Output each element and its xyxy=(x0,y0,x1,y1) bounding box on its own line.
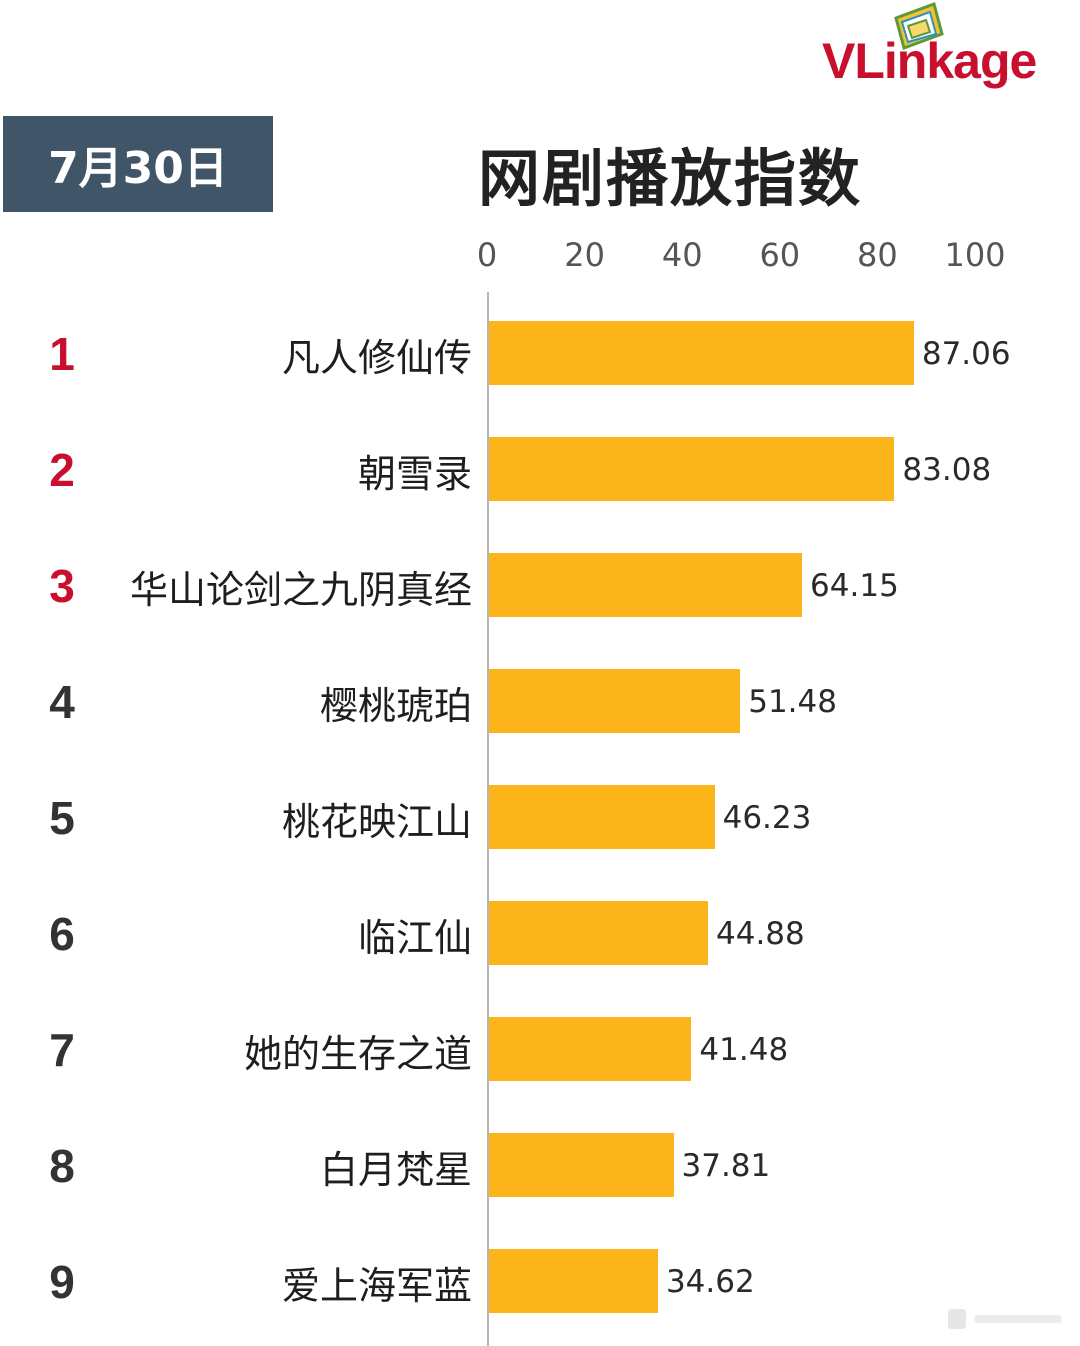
category-label: 桃花映江山 xyxy=(281,799,472,844)
rank-number: 4 xyxy=(49,676,75,728)
category-label: 白月梵星 xyxy=(319,1147,472,1192)
rank-number: 1 xyxy=(49,328,75,380)
category-label: 爱上海军蓝 xyxy=(281,1263,472,1308)
x-tick-label: 0 xyxy=(476,236,498,274)
x-tick-label: 40 xyxy=(661,236,703,274)
rank-number: 8 xyxy=(49,1140,75,1192)
category-label: 她的生存之道 xyxy=(243,1031,472,1076)
category-label: 樱桃琥珀 xyxy=(319,683,472,728)
category-label: 华山论剑之九阴真经 xyxy=(129,567,472,612)
bar xyxy=(489,437,895,501)
bar xyxy=(489,1133,674,1197)
bar-row: 7 她的生存之道 41.48 xyxy=(0,1017,1080,1083)
category-label: 朝雪录 xyxy=(357,451,472,496)
value-label: 37.81 xyxy=(681,1148,771,1184)
rank-number: 6 xyxy=(49,908,75,960)
bar-row: 2 朝雪录 83.08 xyxy=(0,437,1080,503)
bar-row: 3 华山论剑之九阴真经 64.15 xyxy=(0,553,1080,619)
value-label: 34.62 xyxy=(665,1264,755,1300)
date-badge: 7月30日 xyxy=(3,116,273,212)
x-tick-label: 60 xyxy=(759,236,801,274)
bar-row: 4 樱桃琥珀 51.48 xyxy=(0,669,1080,735)
bar-row: 5 桃花映江山 46.23 xyxy=(0,785,1080,851)
watermark-icon xyxy=(948,1309,1062,1329)
bar xyxy=(489,785,715,849)
bar xyxy=(489,669,741,733)
value-label: 46.23 xyxy=(722,800,812,836)
category-label: 临江仙 xyxy=(357,915,472,960)
rank-number: 2 xyxy=(49,444,75,496)
bar-row: 8 白月梵星 37.81 xyxy=(0,1133,1080,1199)
category-label: 凡人修仙传 xyxy=(281,335,472,380)
rank-number: 5 xyxy=(49,792,75,844)
value-label: 87.06 xyxy=(921,336,1011,372)
x-tick-label: 100 xyxy=(944,236,1006,274)
bar xyxy=(489,1249,658,1313)
value-label: 44.88 xyxy=(716,916,805,952)
bar xyxy=(489,321,914,385)
rank-number: 3 xyxy=(49,560,75,612)
rank-number: 9 xyxy=(49,1256,75,1308)
value-label: 83.08 xyxy=(902,452,992,488)
vlinkage-logo: VLinkage xyxy=(822,0,1072,100)
brand-name: VLinkage xyxy=(822,33,1037,89)
bar xyxy=(489,1017,692,1081)
bar-row: 6 临江仙 44.88 xyxy=(0,901,1080,967)
x-tick-label: 20 xyxy=(564,236,605,274)
rank-number: 7 xyxy=(49,1024,75,1076)
bar-row: 1 凡人修仙传 87.06 xyxy=(0,321,1080,387)
y-axis-line xyxy=(487,292,489,1346)
x-tick-label: 80 xyxy=(857,236,898,274)
chart-title: 网剧播放指数 xyxy=(477,142,862,215)
bar xyxy=(489,553,803,617)
value-label: 64.15 xyxy=(810,568,899,604)
bar-row: 9 爱上海军蓝 34.62 xyxy=(0,1249,1080,1315)
value-label: 51.48 xyxy=(748,684,837,720)
bar xyxy=(489,901,708,965)
value-label: 41.48 xyxy=(699,1032,789,1068)
logo-emblem-icon xyxy=(894,2,944,50)
